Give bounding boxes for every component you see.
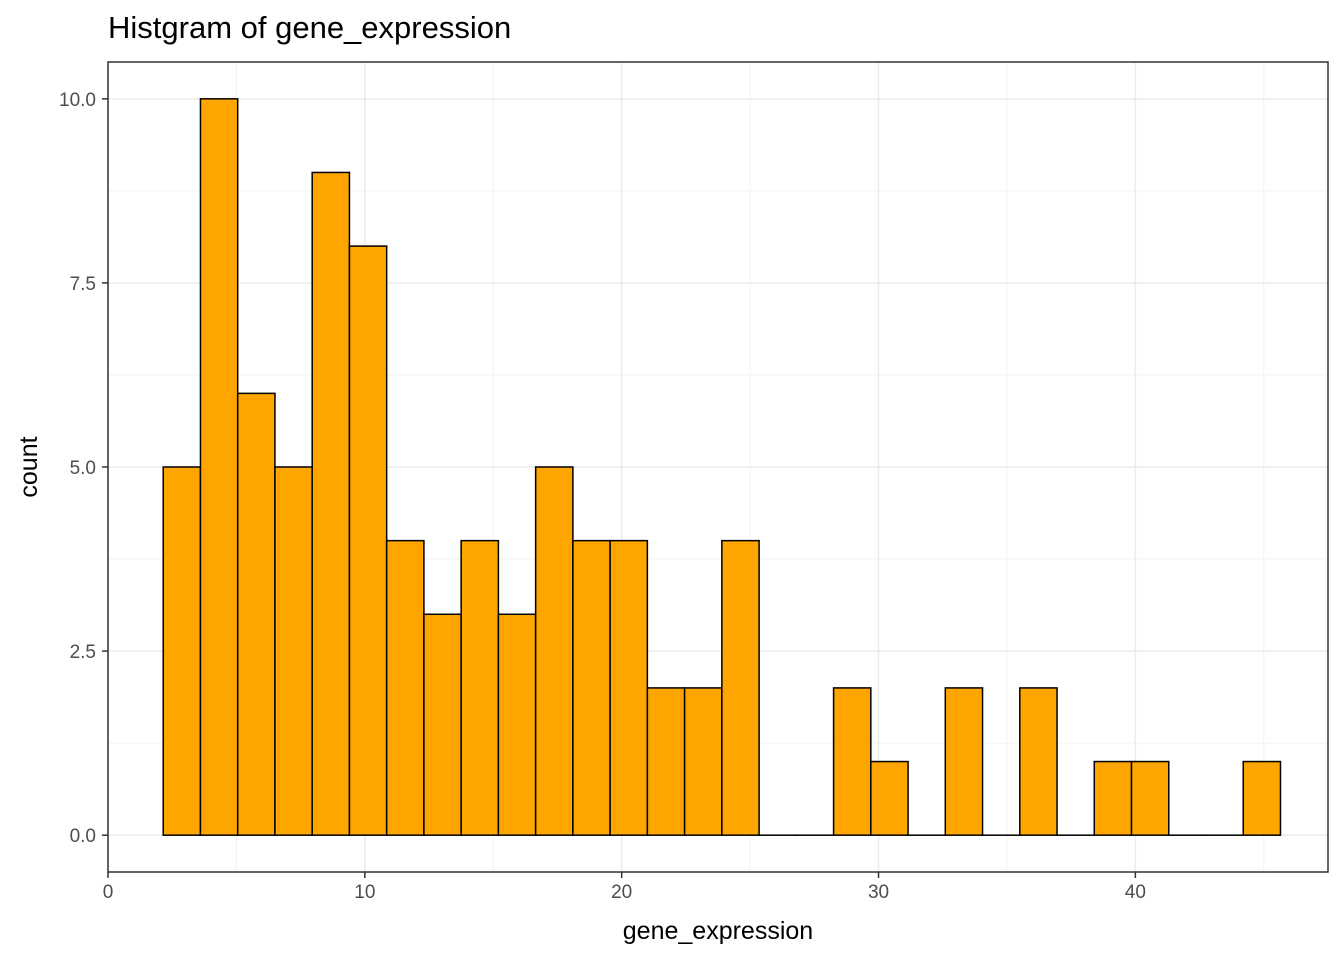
chart-title: Histgram of gene_expression [108,10,512,45]
histogram-bar [497,613,537,836]
histogram-bar [311,171,351,836]
x-tick-label: 10 [354,882,375,903]
x-axis-title: gene_expression [623,917,813,945]
histogram-bar [199,98,239,836]
histogram-bar [1242,760,1282,836]
histogram-bar [683,687,723,836]
histogram-bar [385,539,425,836]
histogram-bar [274,466,313,836]
x-tick-label: 40 [1125,882,1146,903]
y-tick-label: 10.0 [59,90,96,111]
histogram-bar [162,466,202,836]
histogram-bar [944,687,984,836]
x-tick-label: 20 [611,882,632,903]
histogram-bar [348,245,388,836]
axes: 0 10 20 30 40 0.0 2.5 5.0 7.5 10.0 [59,90,1146,903]
histogram-bar [832,687,872,836]
histogram-bar [721,539,760,836]
x-tick-label: 0 [103,882,114,903]
y-tick-label: 0.0 [70,826,96,847]
histogram-bar [460,539,500,836]
histogram-bar [423,613,462,836]
histogram-bar [572,539,611,836]
histogram-bar [646,687,686,836]
histogram-bar [236,392,276,836]
y-tick-label: 5.0 [70,458,96,479]
histogram-bar [1019,687,1058,836]
histogram-bar [534,466,574,836]
histogram-bar [870,760,909,836]
y-tick-label: 7.5 [70,274,96,295]
histogram-bars [162,98,1282,836]
histogram-bar [1093,760,1133,836]
histogram-bar [1130,760,1170,836]
y-tick-label: 2.5 [70,642,96,663]
y-axis-title: count [15,436,43,497]
histogram-bar [609,539,649,836]
x-tick-label: 30 [868,882,889,903]
